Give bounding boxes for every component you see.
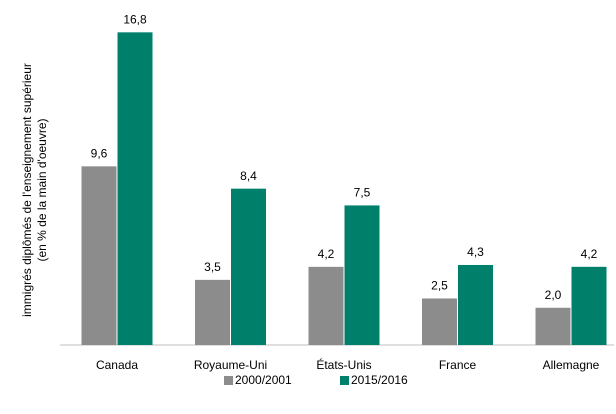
bar [458,264,493,345]
legend-swatch [224,376,233,385]
value-label: 4,3 [467,245,484,259]
bar [422,298,457,345]
value-label: 9,6 [91,147,108,161]
value-label: 7,5 [354,186,371,200]
value-label: 3,5 [204,260,221,274]
value-label: 16,8 [123,13,147,27]
value-label: 4,2 [318,247,335,261]
y-axis-title: immigrés diplômés de l'enseignement supé… [20,63,49,317]
bar [308,266,344,345]
x-tick-label: Royaume-Uni [194,358,267,372]
bar [81,166,117,345]
x-tick-label: Canada [96,358,138,372]
y-label-line: immigrés diplômés de l'enseignement supé… [20,63,34,317]
value-label: 4,2 [581,247,598,261]
bar [231,188,266,345]
bar [344,205,380,345]
legend-label: 2000/2001 [235,373,292,387]
bar [195,279,230,345]
bar [117,32,153,345]
x-tick-label: Allemagne [543,358,600,372]
bar [571,266,607,345]
value-label: 2,0 [545,288,562,302]
legend-label: 2015/2016 [351,373,408,387]
legend-swatch [340,376,349,385]
value-label: 2,5 [431,279,448,293]
x-tick-label: États-Unis [316,357,371,372]
value-label: 8,4 [240,169,257,183]
x-tick-label: France [439,358,477,372]
y-label-line: (en % de la main d'oeuvre) [35,118,49,261]
bar [535,307,571,345]
